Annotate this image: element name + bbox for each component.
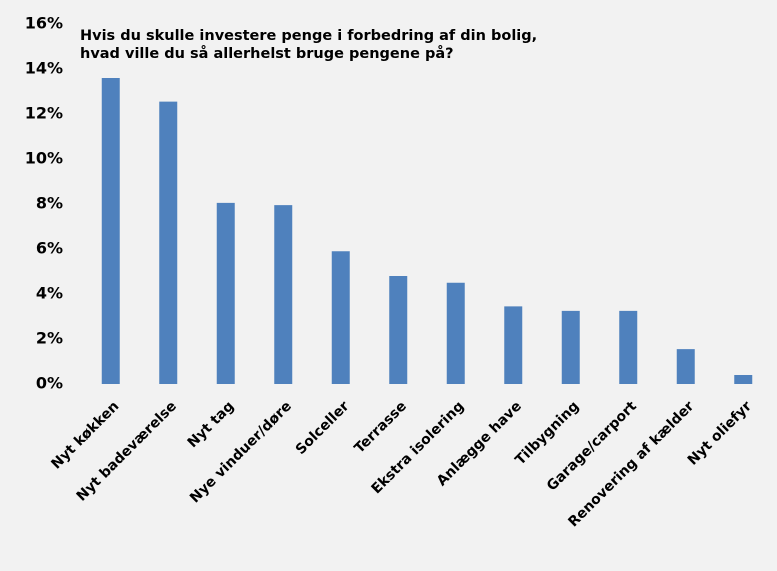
y-tick-label: 16% — [25, 14, 63, 33]
x-tick-label: Nye vinduer/døre — [187, 398, 295, 506]
bar — [734, 375, 753, 384]
bar — [676, 349, 695, 384]
bar — [504, 306, 523, 384]
bar — [274, 205, 293, 384]
bar — [389, 276, 408, 384]
y-tick-label: 4% — [36, 284, 63, 303]
x-tick-label: Nyt tag — [185, 398, 238, 451]
y-tick-label: 6% — [36, 239, 63, 258]
y-tick-label: 8% — [36, 194, 63, 213]
bar — [619, 310, 638, 384]
bar — [159, 101, 178, 384]
y-tick-label: 12% — [25, 104, 63, 123]
chart-title: Hvis du skulle investere penge i forbedr… — [80, 28, 538, 62]
x-tick-label: Terrasse — [351, 398, 409, 456]
bar — [331, 251, 350, 384]
y-tick-label: 10% — [25, 149, 63, 168]
bar — [561, 310, 580, 384]
x-tick-label: Solceller — [293, 398, 353, 458]
bar — [216, 202, 235, 384]
x-tick-label: Nyt badeværelse — [74, 398, 180, 504]
y-tick-label: 0% — [36, 374, 63, 393]
y-tick-label: 14% — [25, 59, 63, 78]
bar — [101, 78, 120, 384]
y-tick-label: 2% — [36, 329, 63, 348]
bar — [446, 282, 465, 384]
